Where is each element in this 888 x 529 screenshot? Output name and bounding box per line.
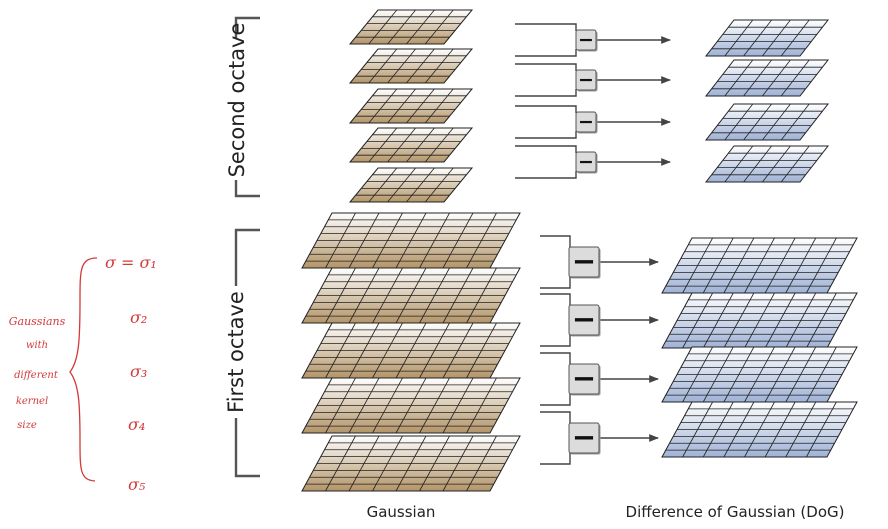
gaussian-sheet-octave2-5 xyxy=(348,167,474,203)
minus-symbol: − xyxy=(572,244,596,278)
gaussian-sheet-octave2-3 xyxy=(348,88,474,124)
subtract-operator-octave1-4: − xyxy=(568,420,601,455)
gaussian-sheet-octave1-2 xyxy=(301,267,521,324)
dog-sheet-octave1-2 xyxy=(661,292,858,349)
note-line-4: kernel xyxy=(16,396,48,407)
gaussian-sheet-octave1-4 xyxy=(301,377,521,434)
note-line-5: size xyxy=(17,420,37,431)
subtract-operator-octave2-3: − xyxy=(575,111,598,134)
subtraction-operators: − − − − − − − − xyxy=(515,23,671,465)
minus-symbol: − xyxy=(578,111,594,133)
sigma-1-label: σ = σ₁ xyxy=(105,253,157,272)
gaussian-sheet-octave1-1 xyxy=(301,212,521,269)
gaussian-sheet-octave2-4 xyxy=(348,127,474,163)
connector-octave2-3 xyxy=(515,105,671,139)
minus-symbol: − xyxy=(572,302,596,336)
sigma-2-label: σ₂ xyxy=(130,308,147,327)
minus-symbol: − xyxy=(578,29,594,51)
dog-sheet-octave2-4 xyxy=(704,145,830,183)
sigma-4-label: σ₄ xyxy=(128,415,145,434)
gaussian-stack xyxy=(301,9,521,492)
subtract-operator-octave1-2: − xyxy=(568,302,601,337)
dog-column-label: Difference of Gaussian (DoG) xyxy=(626,503,845,521)
connector-octave1-1 xyxy=(540,235,659,289)
octave-brackets xyxy=(226,16,260,478)
dog-stack xyxy=(661,19,858,458)
sigma-3-label: σ₃ xyxy=(130,362,147,381)
dog-sheet-octave2-1 xyxy=(704,19,830,57)
curly-brace xyxy=(69,257,98,482)
second-octave-label: Second octave xyxy=(225,23,249,178)
handwritten-annotation: Gaussians with different kernel size σ =… xyxy=(9,253,157,494)
connector-octave2-2 xyxy=(515,63,671,97)
subtract-operator-octave1-3: − xyxy=(568,361,601,396)
first-octave-label: First octave xyxy=(224,291,248,413)
connector-octave2-1 xyxy=(515,23,671,57)
subtract-operator-octave2-4: − xyxy=(575,151,598,174)
gaussian-sheet-octave2-1 xyxy=(348,9,474,45)
connector-octave1-3 xyxy=(540,352,659,406)
subtract-operator-octave1-1: − xyxy=(568,244,601,279)
gaussian-sheet-octave1-3 xyxy=(301,322,521,379)
note-line-2: with xyxy=(26,340,48,351)
subtract-operator-octave2-1: − xyxy=(575,29,598,52)
dog-sheet-octave1-1 xyxy=(661,237,858,294)
minus-symbol: − xyxy=(572,420,596,454)
connector-octave1-2 xyxy=(540,293,659,347)
gaussian-sheet-octave1-5 xyxy=(301,435,521,492)
minus-symbol: − xyxy=(572,361,596,395)
dog-sheet-octave2-3 xyxy=(704,103,830,141)
gaussian-column-label: Gaussian xyxy=(367,503,436,521)
note-line-3: different xyxy=(14,370,59,381)
note-line-1: Gaussians xyxy=(9,315,66,328)
gaussian-sheet-octave2-2 xyxy=(348,48,474,84)
connector-octave1-4 xyxy=(540,411,659,465)
dog-sheet-octave2-2 xyxy=(704,59,830,97)
sigma-5-label: σ₅ xyxy=(128,475,146,494)
subtract-operator-octave2-2: − xyxy=(575,69,598,92)
minus-symbol: − xyxy=(578,69,594,91)
dog-sheet-octave1-3 xyxy=(661,346,858,403)
connector-octave2-4 xyxy=(515,145,671,179)
dog-sheet-octave1-4 xyxy=(661,401,858,458)
minus-symbol: − xyxy=(578,151,594,173)
